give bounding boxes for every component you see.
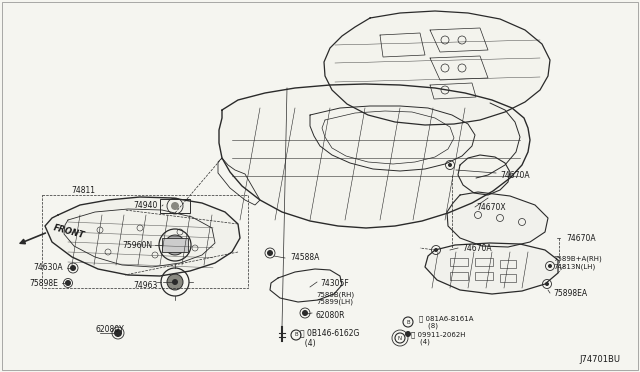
Circle shape — [171, 202, 179, 210]
Text: 74811: 74811 — [71, 186, 95, 195]
Circle shape — [65, 280, 71, 286]
Circle shape — [172, 279, 178, 285]
Bar — [450, 272, 468, 280]
Text: 75960N: 75960N — [122, 241, 152, 250]
Circle shape — [545, 282, 549, 286]
Circle shape — [165, 235, 185, 255]
Polygon shape — [425, 243, 558, 294]
Polygon shape — [447, 192, 548, 247]
Circle shape — [167, 274, 183, 290]
Circle shape — [302, 310, 308, 316]
Text: FRONT: FRONT — [52, 224, 85, 241]
Text: 62080Y: 62080Y — [96, 326, 125, 334]
Circle shape — [434, 248, 438, 252]
Text: 74588A: 74588A — [290, 253, 319, 263]
Circle shape — [548, 264, 552, 268]
Circle shape — [70, 265, 76, 271]
Text: 74670X: 74670X — [476, 202, 506, 212]
Text: 74670A: 74670A — [462, 244, 492, 253]
Bar — [450, 258, 468, 266]
Text: 74670A: 74670A — [566, 234, 596, 243]
Text: N: N — [398, 336, 402, 340]
Text: 75898EA: 75898EA — [553, 289, 587, 298]
Polygon shape — [45, 197, 240, 276]
Bar — [160, 199, 190, 213]
Text: 74940: 74940 — [134, 201, 158, 209]
Text: B: B — [294, 333, 298, 337]
Bar — [475, 272, 493, 280]
Text: Ⓑ 081A6-8161A
    (8): Ⓑ 081A6-8161A (8) — [419, 315, 474, 329]
Text: 74305F: 74305F — [320, 279, 349, 289]
Circle shape — [405, 331, 411, 337]
Text: 62080R: 62080R — [316, 311, 346, 320]
Bar — [500, 274, 516, 282]
Circle shape — [267, 250, 273, 256]
Text: Ⓑ 0B146-6162G
  (4): Ⓑ 0B146-6162G (4) — [300, 328, 360, 348]
Text: 7589B(RH)
75899(LH): 7589B(RH) 75899(LH) — [316, 291, 354, 305]
Text: 7589B+A(RH)
74813N(LH): 7589B+A(RH) 74813N(LH) — [553, 256, 602, 270]
Bar — [162, 238, 188, 252]
Text: J74701BU: J74701BU — [579, 356, 620, 365]
Polygon shape — [324, 11, 550, 125]
Text: B: B — [406, 320, 410, 324]
Bar — [475, 258, 493, 266]
Text: 75898E: 75898E — [29, 279, 58, 289]
Circle shape — [114, 329, 122, 337]
Text: 74963: 74963 — [134, 280, 158, 289]
Circle shape — [448, 163, 452, 167]
Text: 74630A: 74630A — [33, 263, 63, 272]
Text: Ⓝ 09911-2062H
    (4): Ⓝ 09911-2062H (4) — [411, 331, 465, 345]
Text: 74670A: 74670A — [500, 170, 530, 180]
Bar — [500, 260, 516, 268]
Polygon shape — [219, 84, 530, 228]
